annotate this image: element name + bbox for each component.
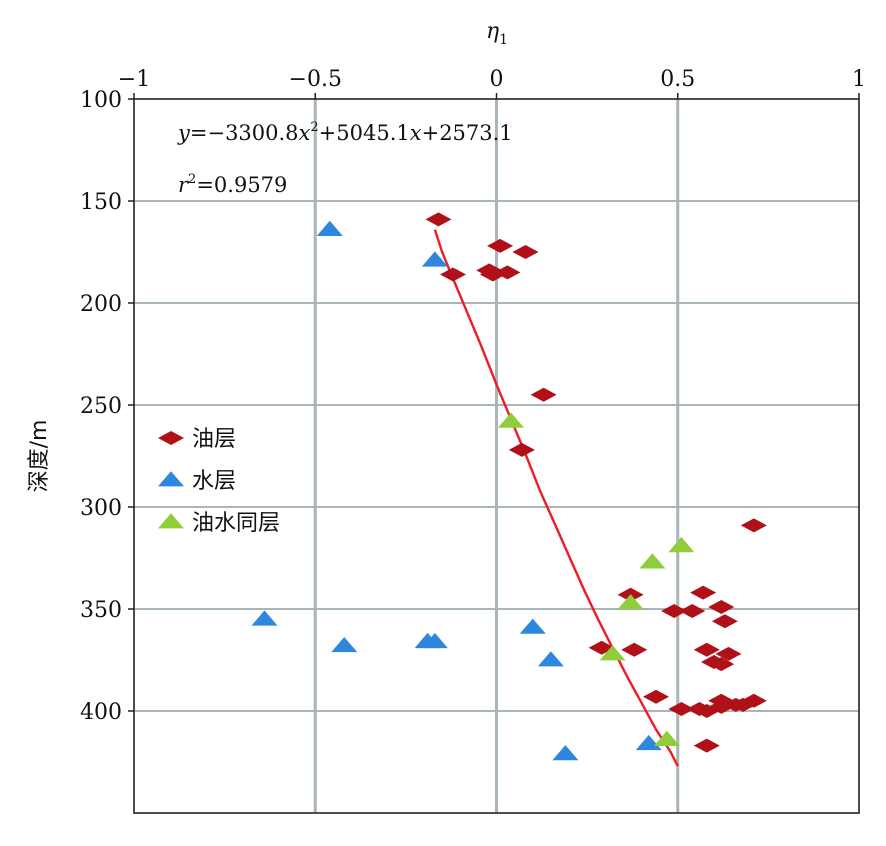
data-point-diamond [693,642,720,657]
data-point-triangle [316,220,343,236]
data-point-triangle [537,651,564,667]
data-point-diamond [693,738,720,753]
data-point-diamond [708,657,735,672]
y-tick-label: 200 [80,292,122,317]
data-point-diamond [643,689,669,704]
y-tick-label: 350 [80,598,122,623]
data-point-triangle [421,251,448,267]
r-squared-annotation: r2=0.9579 [178,172,287,197]
data-point-diamond [708,599,735,614]
legend-marker-diamond [158,431,184,445]
data-point-triangle [519,618,546,634]
x-tick-label: 0 [490,67,504,92]
data-point-triangle [635,734,662,751]
fit-curve [433,229,679,767]
legend-label: 油层 [192,427,236,452]
data-point-diamond [711,614,738,629]
data-point-triangle [668,536,695,553]
data-point-diamond [621,642,648,657]
y-tick-label: 150 [80,190,122,215]
data-point-triangle [498,412,524,428]
fit-curve-layer [433,229,679,767]
data-point-diamond [487,238,514,253]
data-point-diamond [494,265,521,280]
y-tick-label: 400 [80,700,122,725]
data-point-diamond [679,604,706,619]
data-points [251,212,767,761]
x-tick-label: 0.5 [660,67,695,92]
legend-label: 油水同层 [192,511,280,536]
data-point-diamond [508,442,535,457]
data-point-triangle [251,610,278,626]
legend-marker-triangle [158,471,184,487]
x-tick-label: 1 [852,67,866,92]
data-point-diamond [690,585,717,600]
y-axis-title: 深度/m [27,420,52,493]
tick-labels: −1 −0.5 0 0.5 1 100 150 200 250 300 350 400 [80,67,866,725]
y-tick-label: 300 [80,496,122,521]
grid-lines [134,99,859,813]
data-point-triangle [617,594,644,610]
x-tick-label: −1 [118,67,150,92]
data-point-diamond [715,646,742,661]
data-point-triangle [552,745,579,761]
data-point-diamond [512,245,539,259]
data-point-diamond [668,701,695,716]
legend-marker-triangle [158,513,184,529]
x-tick-label: −0.5 [289,67,342,92]
data-point-diamond [440,267,466,282]
data-point-triangle [421,632,448,649]
fit-equation-annotation: y=−3300.8x2+5045.1x+2573.1 [177,120,513,145]
x-axis-title: η1 [486,19,508,48]
data-point-triangle [639,553,666,569]
data-point-diamond [425,212,452,227]
y-tick-label: 250 [80,394,122,419]
data-point-diamond [740,518,767,533]
data-point-diamond [661,604,688,619]
data-point-triangle [599,645,626,661]
data-point-triangle [331,636,358,653]
data-point-triangle [653,730,680,746]
y-tick-label: 100 [80,88,122,113]
legend-label: 水层 [192,469,236,494]
data-point-diamond [530,387,557,402]
data-point-diamond [740,693,767,708]
